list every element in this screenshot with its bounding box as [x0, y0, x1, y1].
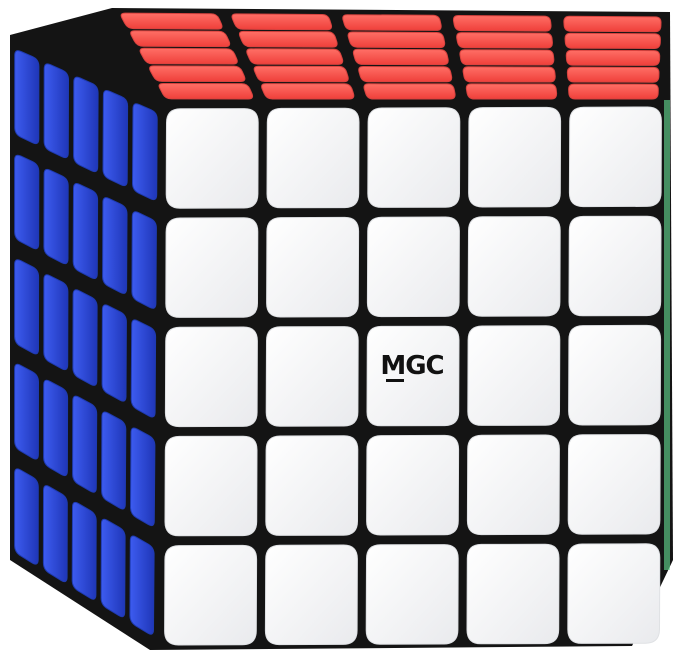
logo-underline	[386, 379, 404, 382]
top-sticker-r5-c4	[465, 83, 558, 100]
left-sticker-r3-c5	[130, 319, 157, 418]
front-sticker-r5-c2	[264, 544, 358, 646]
front-sticker-r3-c4	[467, 325, 561, 426]
top-sticker-r1-c1	[120, 12, 223, 30]
front-face	[164, 106, 662, 646]
left-sticker-r1-c1	[14, 50, 40, 145]
left-sticker-r3-c1	[14, 259, 40, 355]
left-sticker-r2-c4	[102, 197, 128, 294]
left-sticker-r3-c3	[72, 289, 98, 386]
top-sticker-r3-c2	[246, 48, 344, 65]
front-sticker-r5-c5	[567, 543, 661, 644]
left-sticker-r2-c3	[72, 183, 99, 279]
front-sticker-r3-c5	[568, 324, 662, 426]
left-sticker-r3-c4	[101, 304, 127, 402]
left-face	[14, 50, 158, 635]
front-sticker-r4-c3	[366, 434, 460, 536]
top-sticker-r5-c5	[568, 83, 659, 100]
front-sticker-r3-c1	[164, 326, 258, 428]
front-sticker-r2-c5	[568, 215, 662, 317]
front-sticker-r4-c4	[466, 434, 560, 536]
mgc-logo: MGC	[380, 351, 445, 382]
front-sticker-r2-c1	[165, 217, 259, 318]
left-sticker-r5-c2	[42, 485, 68, 583]
left-sticker-r4-c5	[129, 427, 156, 527]
left-sticker-r4-c4	[101, 411, 127, 510]
top-sticker-r1-c3	[342, 14, 442, 31]
top-sticker-r5-c2	[261, 83, 355, 100]
top-sticker-r2-c2	[238, 30, 338, 48]
top-sticker-r4-c1	[149, 65, 246, 83]
top-sticker-r2-c4	[456, 32, 553, 49]
left-sticker-r4-c3	[72, 395, 98, 493]
front-sticker-r5-c4	[466, 543, 560, 645]
front-sticker-r1-c3	[367, 107, 461, 208]
left-sticker-r1-c4	[102, 89, 129, 187]
left-sticker-r1-c2	[43, 63, 70, 159]
front-sticker-r2-c3	[366, 216, 460, 318]
top-sticker-r3-c4	[459, 49, 555, 66]
top-sticker-r4-c5	[566, 66, 660, 83]
top-sticker-r2-c3	[347, 31, 446, 49]
front-sticker-r4-c2	[265, 435, 359, 536]
top-sticker-r3-c5	[565, 49, 661, 66]
top-sticker-r1-c4	[452, 14, 552, 32]
front-sticker-r1-c1	[165, 108, 259, 209]
front-sticker-r4-c1	[164, 435, 258, 537]
top-sticker-r3-c1	[139, 47, 238, 65]
left-sticker-r3-c2	[43, 274, 69, 371]
left-sticker-r1-c5	[131, 103, 158, 201]
left-sticker-r2-c1	[14, 154, 40, 250]
top-face	[120, 12, 662, 100]
front-sticker-r3-c3	[366, 325, 460, 427]
front-sticker-r3-c2	[265, 326, 359, 427]
left-sticker-r5-c3	[71, 501, 97, 600]
front-sticker-r1-c4	[468, 106, 562, 208]
top-sticker-r2-c5	[564, 32, 661, 50]
front-sticker-r5-c1	[164, 544, 258, 646]
top-sticker-r4-c4	[462, 66, 556, 83]
top-sticker-r5-c1	[158, 82, 254, 100]
front-sticker-r4-c5	[567, 434, 661, 535]
left-sticker-r4-c2	[43, 379, 69, 477]
left-sticker-r2-c5	[131, 211, 157, 309]
front-sticker-r1-c2	[266, 107, 360, 209]
logo-text: MGC	[380, 351, 443, 381]
top-sticker-r2-c1	[130, 30, 231, 48]
front-sticker-r2-c2	[266, 216, 360, 318]
left-sticker-r5-c1	[14, 468, 39, 565]
top-sticker-r5-c3	[363, 83, 456, 100]
front-sticker-r5-c3	[365, 544, 459, 645]
left-sticker-r2-c2	[43, 168, 69, 265]
top-sticker-r4-c2	[253, 65, 349, 83]
top-sticker-r4-c3	[358, 65, 453, 83]
left-sticker-r5-c4	[100, 518, 126, 618]
top-sticker-r3-c3	[352, 48, 449, 66]
front-sticker-r2-c4	[467, 216, 561, 317]
left-sticker-r1-c3	[73, 76, 99, 173]
top-sticker-r1-c2	[231, 13, 333, 31]
left-sticker-r5-c5	[129, 535, 155, 635]
right-edge-green	[664, 100, 670, 570]
front-sticker-r1-c5	[568, 106, 662, 208]
top-sticker-r1-c5	[563, 15, 662, 33]
left-sticker-r4-c1	[14, 363, 40, 460]
